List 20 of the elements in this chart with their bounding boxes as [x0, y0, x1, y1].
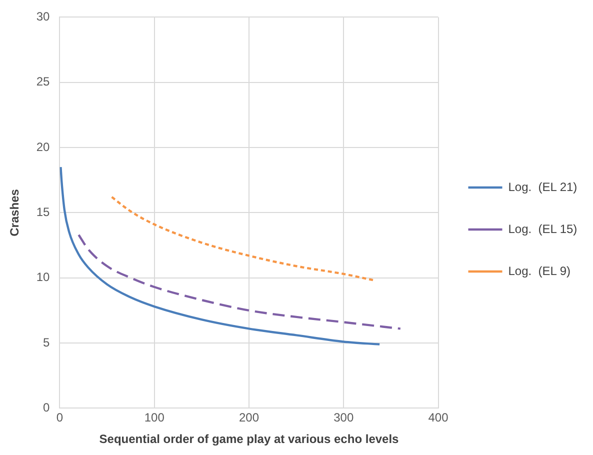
x-tick-label: 100	[144, 410, 165, 425]
y-axis-title: Crashes	[8, 188, 22, 236]
y-tick-label: 0	[43, 400, 50, 415]
y-tick-label: 30	[36, 10, 50, 24]
y-tick-label: 5	[43, 335, 50, 350]
x-tick-label: 400	[428, 410, 449, 425]
x-axis-title: Sequential order of game play at various echo levels	[99, 432, 400, 446]
legend-label: Log. (EL 9)	[508, 264, 571, 278]
legend-label: Log. (EL 15)	[508, 222, 578, 236]
line-series	[78, 234, 402, 330]
y-tick-label: 15	[36, 205, 50, 220]
y-tick-label: 20	[36, 140, 50, 154]
line-series	[110, 196, 376, 282]
x-tick-label: 300	[334, 410, 354, 425]
y-tick-label: 10	[36, 270, 50, 284]
x-tick-label: 200	[238, 410, 260, 425]
y-tick-label: 25	[36, 74, 50, 89]
x-tick-label: 0	[56, 410, 64, 425]
legend-label: Log. (EL 21)	[508, 180, 578, 194]
line-series	[60, 166, 381, 346]
